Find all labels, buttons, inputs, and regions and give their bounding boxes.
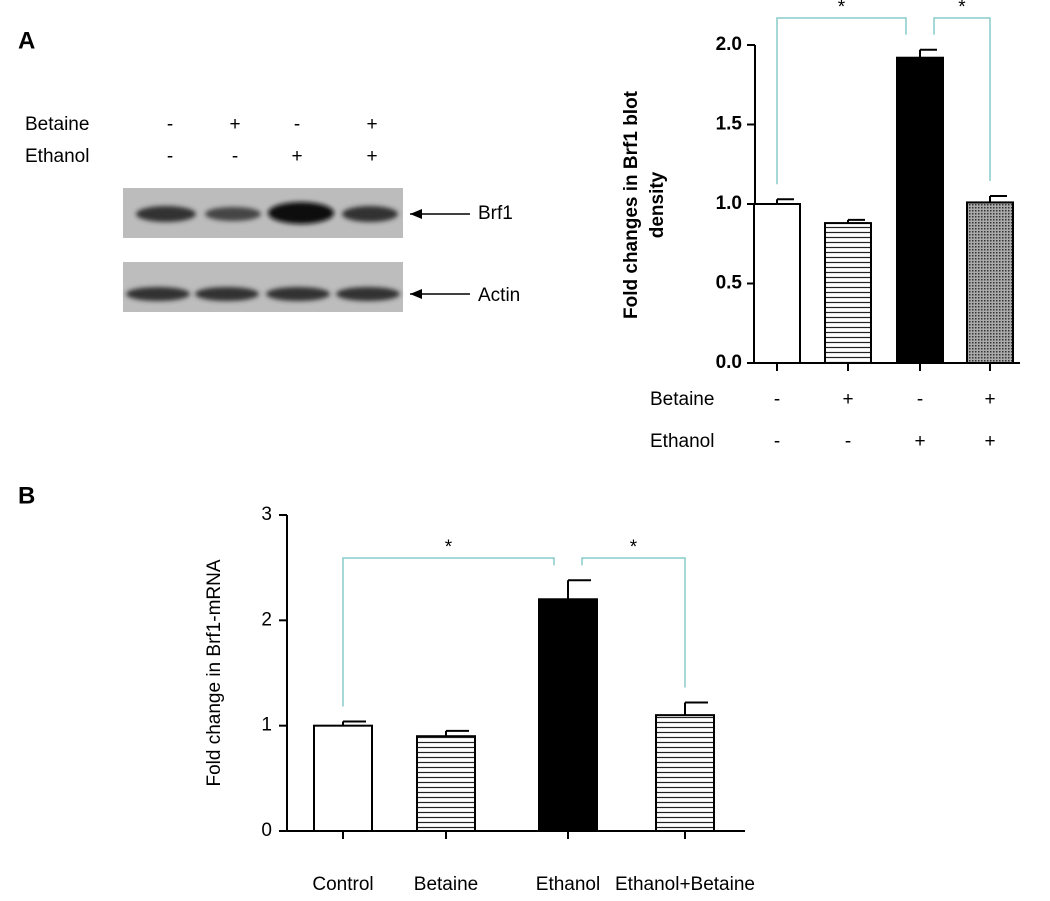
error-bar [989, 195, 1007, 203]
bar [896, 56, 944, 364]
significance-bracket [776, 17, 907, 185]
condition-sign: + [984, 389, 995, 410]
condition-label: Ethanol [650, 431, 714, 452]
y-tick-label: 1 [261, 715, 272, 736]
bar [416, 735, 476, 833]
condition-sign: - [845, 431, 851, 452]
error-bar [847, 218, 865, 224]
error-bar [342, 720, 366, 726]
condition-sign: + [842, 389, 853, 410]
y-tick-label: 0.0 [716, 352, 742, 373]
bar [966, 201, 1014, 364]
condition-sign: - [917, 389, 923, 410]
y-axis-label: Fold change in Brf1-mRNA [204, 559, 225, 786]
y-axis-label: density [647, 171, 668, 238]
condition-sign: - [294, 114, 300, 135]
condition-sign: - [232, 146, 238, 167]
error-bar [776, 198, 794, 204]
condition-label: Betaine [25, 114, 89, 135]
significance-label: * [445, 537, 453, 558]
condition-label: Betaine [650, 389, 714, 410]
error-bar [684, 701, 708, 716]
y-tick-label: 3 [261, 504, 272, 525]
error-bar [445, 729, 469, 737]
y-axis-label: Fold changes in Brf1 blot [621, 90, 642, 319]
x-tick-label: Betaine [414, 874, 478, 895]
significance-bracket [342, 557, 555, 707]
condition-sign: + [366, 146, 377, 167]
band-label: Actin [478, 285, 520, 306]
bar [824, 222, 872, 364]
condition-sign: + [914, 431, 925, 452]
x-tick-label: Control [312, 874, 373, 895]
y-tick-label: 1.0 [716, 193, 742, 214]
bar [753, 203, 801, 364]
bar [538, 598, 598, 832]
error-bar [567, 579, 591, 600]
x-tick-label: Ethanol+Betaine [615, 874, 755, 895]
y-tick-label: 2 [261, 609, 272, 630]
bar [655, 714, 715, 833]
panel-label: B [18, 482, 35, 509]
panel-label: A [18, 27, 35, 54]
condition-sign: - [167, 114, 173, 135]
blot-image [123, 188, 470, 312]
band-label: Brf1 [478, 203, 513, 224]
y-tick-label: 0.5 [716, 273, 743, 294]
condition-sign: - [167, 146, 173, 167]
condition-label: Ethanol [25, 146, 89, 167]
y-tick-label: 1.5 [716, 114, 743, 135]
condition-sign: - [774, 431, 780, 452]
y-tick-label: 2.0 [716, 34, 742, 55]
x-tick-label: Ethanol [536, 874, 600, 895]
significance-label: * [838, 0, 846, 18]
condition-sign: + [229, 114, 240, 135]
condition-sign: + [291, 146, 302, 167]
significance-label: * [630, 537, 638, 558]
significance-bracket [581, 557, 686, 688]
significance-bracket [933, 17, 991, 182]
y-tick-label: 0 [261, 820, 272, 841]
condition-sign: + [366, 114, 377, 135]
bar [313, 724, 373, 833]
condition-sign: - [774, 389, 780, 410]
significance-label: * [958, 0, 966, 18]
error-bar [919, 48, 937, 58]
condition-sign: + [984, 431, 995, 452]
